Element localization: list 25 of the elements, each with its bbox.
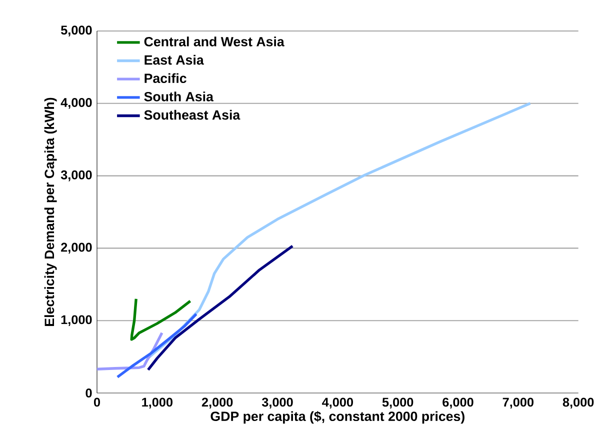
legend-label: East Asia	[144, 54, 204, 65]
y-tick-label: 2,000	[61, 242, 92, 254]
line-series	[130, 298, 192, 341]
x-tick-label: 1,000	[142, 398, 172, 409]
y-tick-label: 4,000	[60, 98, 92, 109]
y-tick-label: 3,000	[60, 170, 92, 182]
x-tick-label: 0	[94, 398, 100, 407]
x-tick-label: 8,000	[562, 398, 594, 409]
x-tick-label: 4,000	[322, 398, 353, 409]
x-tick-label: 3,000	[262, 398, 293, 409]
legend-label: Southeast Asia	[144, 110, 240, 120]
x-axis-title: GDP per capita ($, constant 2000 prices)	[210, 410, 464, 424]
legend-label: Pacific	[144, 73, 186, 84]
legend-label: Central and West Asia	[144, 36, 284, 46]
legend-label: South Asia	[144, 92, 214, 102]
x-tick-label: 5,000	[382, 398, 414, 409]
y-tick-label: 1,000	[61, 315, 92, 326]
y-axis-title: Electricity Demand per Capita (kWh)	[44, 98, 57, 326]
line-series	[116, 312, 198, 378]
y-tick-label: 5,000	[60, 26, 92, 36]
y-tick-label: 0	[86, 388, 92, 398]
x-tick-label: 2,000	[202, 398, 233, 409]
line-series	[146, 244, 294, 372]
x-tick-label: 7,000	[502, 398, 534, 409]
x-tick-label: 6,000	[442, 398, 474, 409]
